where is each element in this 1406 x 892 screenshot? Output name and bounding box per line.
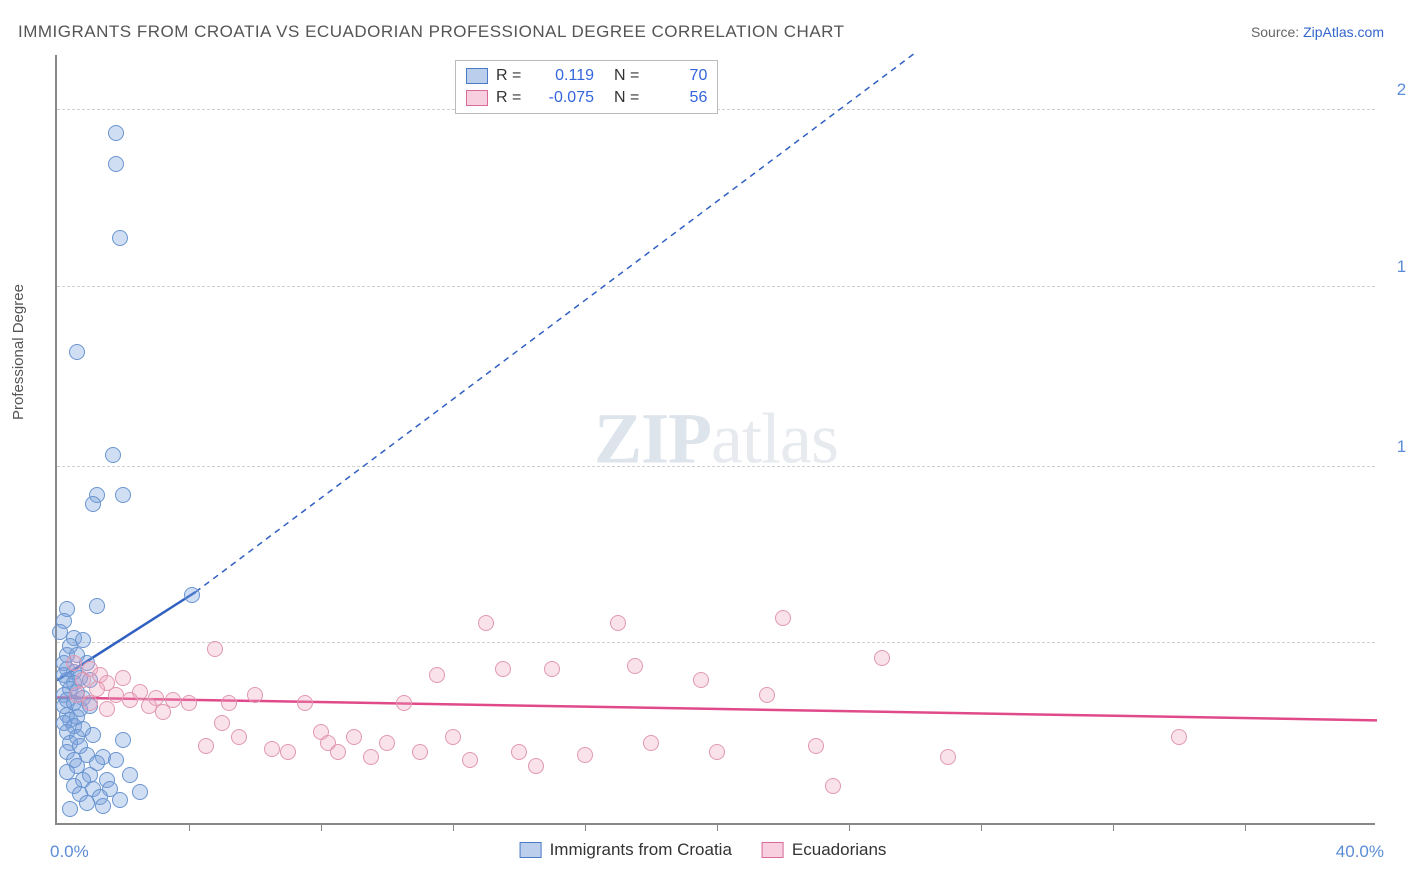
x-tick [981,823,982,831]
scatter-point [1171,729,1187,745]
scatter-point [79,795,95,811]
x-axis-min-label: 0.0% [50,842,89,862]
x-tick [189,823,190,831]
scatter-point [297,695,313,711]
scatter-point [759,687,775,703]
scatter-point [207,641,223,657]
scatter-point [825,778,841,794]
x-tick [1113,823,1114,831]
scatter-point [122,767,138,783]
scatter-point [66,655,82,671]
scatter-point [610,615,626,631]
scatter-point [412,744,428,760]
scatter-point [511,744,527,760]
stats-legend: R =0.119N =70R =-0.075N =56 [455,60,718,114]
scatter-point [108,125,124,141]
legend-swatch [466,68,488,84]
series-legend-item: Immigrants from Croatia [520,840,732,860]
y-tick-label: 25.0% [1385,80,1406,100]
scatter-point [99,701,115,717]
series-legend: Immigrants from Croatia Ecuadorians [520,840,887,860]
chart-title: IMMIGRANTS FROM CROATIA VS ECUADORIAN PR… [18,22,845,42]
scatter-point [95,798,111,814]
watermark: ZIPatlas [594,398,838,481]
scatter-point [429,667,445,683]
scatter-point [112,230,128,246]
x-tick [585,823,586,831]
chart-plot-area: ZIPatlas R =0.119N =70R =-0.075N =56 6.3… [55,55,1375,825]
scatter-point [775,610,791,626]
gridline [57,642,1375,643]
scatter-point [85,496,101,512]
scatter-point [709,744,725,760]
source-attribution: Source: ZipAtlas.com [1251,24,1384,40]
series-legend-item: Ecuadorians [762,840,887,860]
x-tick [717,823,718,831]
scatter-point [544,661,560,677]
scatter-point [221,695,237,711]
scatter-point [69,344,85,360]
scatter-point [577,747,593,763]
scatter-point [528,758,544,774]
scatter-point [808,738,824,754]
y-tick-label: 12.5% [1385,437,1406,457]
x-tick [453,823,454,831]
scatter-point [363,749,379,765]
scatter-point [643,735,659,751]
scatter-point [247,687,263,703]
gridline [57,466,1375,467]
scatter-point [874,650,890,666]
x-tick [1245,823,1246,831]
scatter-point [693,672,709,688]
source-link[interactable]: ZipAtlas.com [1303,24,1384,40]
scatter-point [108,156,124,172]
scatter-point [115,732,131,748]
scatter-point [155,704,171,720]
scatter-point [214,715,230,731]
legend-swatch [466,90,488,106]
scatter-point [89,598,105,614]
scatter-point [627,658,643,674]
scatter-point [122,692,138,708]
stats-legend-row: R =-0.075N =56 [466,87,707,109]
trendlines [57,53,1377,823]
y-axis-label: Professional Degree [10,284,27,420]
scatter-point [445,729,461,745]
scatter-point [462,752,478,768]
scatter-point [396,695,412,711]
scatter-point [132,784,148,800]
scatter-point [115,670,131,686]
scatter-point [264,741,280,757]
gridline [57,286,1375,287]
scatter-point [940,749,956,765]
scatter-point [115,487,131,503]
scatter-point [105,447,121,463]
scatter-point [108,752,124,768]
scatter-point [495,661,511,677]
scatter-point [85,727,101,743]
scatter-point [198,738,214,754]
x-tick [849,823,850,831]
scatter-point [379,735,395,751]
scatter-point [181,695,197,711]
scatter-point [231,729,247,745]
scatter-point [330,744,346,760]
y-tick-label: 6.3% [1385,613,1406,633]
scatter-point [346,729,362,745]
scatter-point [184,587,200,603]
scatter-point [62,801,78,817]
scatter-point [112,792,128,808]
scatter-point [280,744,296,760]
legend-swatch [762,842,784,858]
x-axis-max-label: 40.0% [1336,842,1384,862]
x-tick [321,823,322,831]
legend-swatch [520,842,542,858]
stats-legend-row: R =0.119N =70 [466,65,707,87]
y-tick-label: 18.8% [1385,257,1406,277]
scatter-point [478,615,494,631]
scatter-point [82,695,98,711]
